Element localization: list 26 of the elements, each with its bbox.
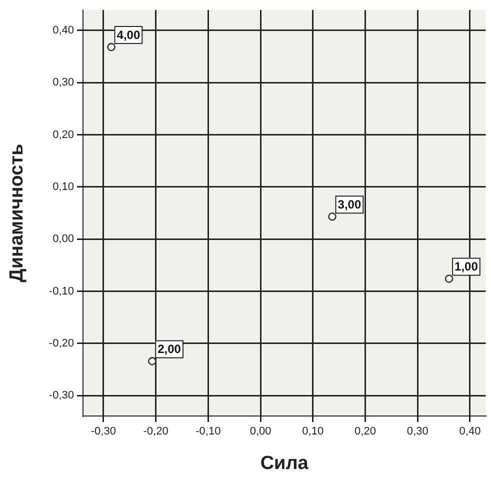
- x-tick-label: -0,30: [90, 426, 116, 438]
- point: [107, 42, 116, 52]
- y-tick-label: 0,40: [52, 24, 74, 36]
- x-tick-label: 0,40: [459, 426, 481, 438]
- x-axis-title: Сила: [260, 452, 309, 474]
- x-tick-label: 0,30: [406, 426, 428, 438]
- x-tick-label: 0,00: [250, 426, 272, 438]
- x-tick-label: -0,20: [143, 426, 168, 438]
- point: [328, 212, 336, 221]
- annotation: 1,00: [454, 260, 478, 274]
- y-tick-label: 0,00: [52, 233, 74, 246]
- y-tick-label: 0,20: [52, 128, 74, 141]
- y-tick-label: 0,30: [52, 76, 74, 89]
- point: [444, 274, 454, 283]
- y-tick-label: -0,10: [48, 285, 74, 298]
- y-tick-label: 0,10: [52, 180, 74, 193]
- y-tick-label: -0,20: [48, 337, 74, 350]
- y-tick-label: -0,30: [48, 390, 74, 402]
- annotation: 3,00: [338, 197, 362, 212]
- x-tick-label: 0,20: [354, 426, 376, 438]
- x-tick-label: 0,10: [302, 426, 324, 438]
- annotation: 2,00: [158, 342, 182, 356]
- x-tick-label: -0,10: [196, 426, 221, 438]
- point: [148, 357, 156, 366]
- annotation: 4,00: [116, 28, 140, 42]
- y-axis-title: Динамичность: [6, 144, 28, 282]
